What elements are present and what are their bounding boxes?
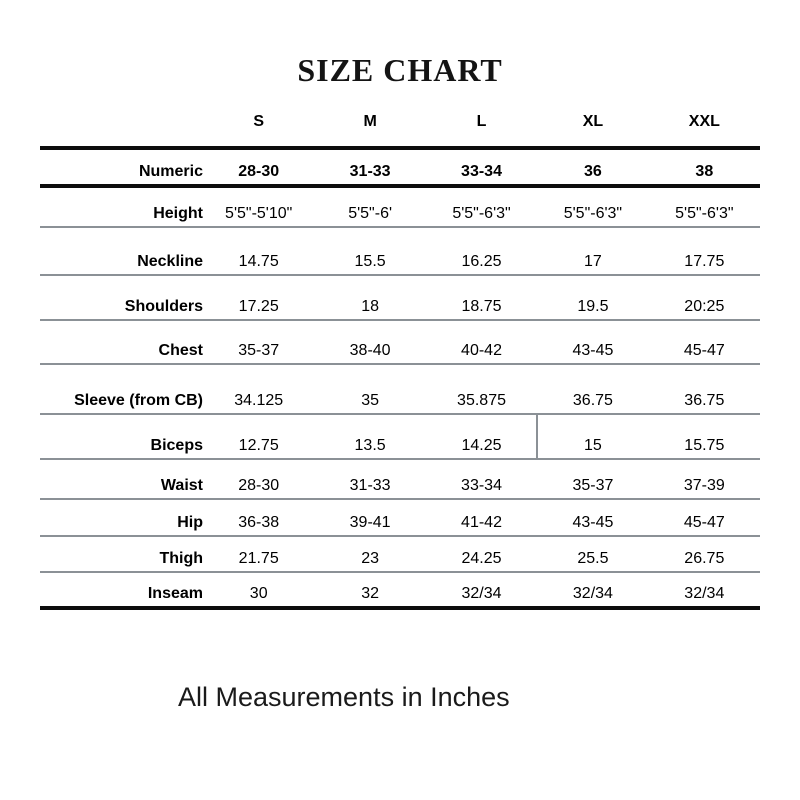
cell-biceps-xl: 15 (584, 437, 602, 455)
cell-thigh-m: 23 (361, 550, 379, 568)
cell-sleeve-from-cb-l: 35.875 (457, 392, 506, 410)
cell-thigh-l: 24.25 (461, 550, 502, 568)
cell-numeric-xxl: 38 (695, 163, 714, 181)
table-row-waist: Waist 28-30 31-33 33-34 35-37 37-39 (40, 460, 760, 500)
cell-waist-l: 33-34 (461, 477, 502, 495)
row-label-biceps: Biceps (150, 437, 203, 455)
cell-waist-s: 28-30 (238, 477, 280, 495)
table-row-height: Height 5'5"-5'10" 5'5"-6' 5'5"-6'3" 5'5"-6'3… (40, 188, 760, 228)
cell-height-m: 5'5"-6' (348, 205, 393, 223)
cell-shoulders-xl: 19.5 (577, 298, 609, 316)
cell-shoulders-xxl: 20:25 (684, 298, 725, 316)
row-label-hip: Hip (177, 514, 203, 532)
table-row-biceps: Biceps 12.75 13.5 14.25 15 15.75 (40, 415, 760, 460)
cell-biceps-s: 12.75 (238, 437, 279, 455)
cell-thigh-s: 21.75 (238, 550, 279, 568)
cell-sleeve-from-cb-xxl: 36.75 (684, 392, 725, 410)
cell-hip-xl: 43-45 (572, 514, 614, 532)
table-row-shoulders: Shoulders 17.25 18 18.75 19.5 20:25 (40, 276, 760, 321)
cell-chest-m: 38-40 (349, 342, 391, 360)
row-label-neckline: Neckline (137, 253, 203, 271)
cell-inseam-m: 32 (361, 585, 379, 603)
cell-waist-m: 31-33 (349, 477, 391, 495)
row-label-waist: Waist (160, 477, 203, 495)
cell-hip-s: 36-38 (238, 514, 280, 532)
cell-neckline-m: 15.5 (354, 253, 386, 271)
table-row-sleeve-from-cb: Sleeve (from CB) 34.125 35 35.875 36.75 36.75 (40, 365, 760, 415)
table-body: Numeric 28-30 31-33 33-34 36 38 Height 5'5"-5'1… (40, 150, 760, 610)
table-row-thigh: Thigh 21.75 23 24.25 25.5 26.75 (40, 537, 760, 573)
cell-thigh-xxl: 26.75 (684, 550, 725, 568)
stray-cell-border-line (536, 415, 538, 460)
cell-chest-xxl: 45-47 (683, 342, 725, 360)
size-column-header-s: S (253, 113, 265, 131)
row-label-chest: Chest (158, 342, 203, 360)
cell-chest-xl: 43-45 (572, 342, 614, 360)
cell-height-xl: 5'5"-6'3" (563, 205, 623, 223)
cell-shoulders-m: 18 (361, 298, 379, 316)
size-column-header-l: L (476, 113, 487, 131)
size-column-header-xl: XL (582, 113, 604, 131)
cell-thigh-xl: 25.5 (577, 550, 609, 568)
table-row-numeric: Numeric 28-30 31-33 33-34 36 38 (40, 150, 760, 188)
cell-inseam-s: 30 (249, 585, 268, 603)
cell-height-l: 5'5"-6'3" (452, 205, 511, 223)
row-label-inseam: Inseam (147, 585, 203, 603)
cell-sleeve-from-cb-xl: 36.75 (572, 392, 613, 410)
cell-height-s: 5'5"-5'10" (225, 205, 293, 223)
cell-inseam-l: 32/34 (461, 585, 502, 603)
cell-numeric-l: 33-34 (461, 163, 502, 181)
cell-waist-xxl: 37-39 (683, 477, 725, 495)
cell-numeric-xl: 36 (584, 163, 602, 181)
size-header-row: S M L XL XXL (40, 104, 760, 150)
cell-hip-m: 39-41 (349, 514, 391, 532)
row-label-sleeve-from-cb: Sleeve (from CB) (74, 392, 203, 410)
header-spacer (40, 143, 203, 146)
cell-inseam-xxl: 32/34 (684, 585, 725, 603)
row-label-shoulders: Shoulders (124, 298, 203, 316)
cell-shoulders-l: 18.75 (461, 298, 502, 316)
cell-neckline-xl: 17 (584, 253, 602, 271)
cell-neckline-xxl: 17.75 (684, 253, 725, 271)
cell-shoulders-s: 17.25 (238, 298, 279, 316)
cell-neckline-l: 16.25 (461, 253, 502, 271)
row-label-numeric: Numeric (138, 163, 203, 181)
cell-height-xxl: 5'5"-6'3" (675, 205, 734, 223)
measurements-unit-note: All Measurements in Inches (178, 682, 510, 712)
size-chart-table: S M L XL XXL Numeric 28-30 31-33 33-34 36 38 Heigh… (40, 104, 760, 610)
table-row-hip: Hip 36-38 39-41 41-42 43-45 45-47 (40, 500, 760, 537)
row-label-height: Height (153, 205, 203, 223)
cell-biceps-m: 13.5 (354, 437, 386, 455)
cell-biceps-xxl: 15.75 (684, 437, 725, 455)
cell-waist-xl: 35-37 (572, 477, 614, 495)
cell-hip-l: 41-42 (461, 514, 502, 532)
cell-sleeve-from-cb-s: 34.125 (234, 392, 284, 410)
cell-inseam-xl: 32/34 (572, 585, 613, 603)
cell-numeric-m: 31-33 (349, 163, 391, 181)
table-row-neckline: Neckline 14.75 15.5 16.25 17 17.75 (40, 228, 760, 276)
cell-sleeve-from-cb-m: 35 (361, 392, 379, 410)
cell-chest-s: 35-37 (238, 342, 280, 360)
size-column-header-xxl: XXL (688, 113, 720, 131)
table-row-chest: Chest 35-37 38-40 40-42 43-45 45-47 (40, 321, 760, 365)
cell-hip-xxl: 45-47 (683, 514, 725, 532)
page-title: SIZE CHART (297, 52, 503, 88)
size-column-header-m: M (363, 113, 377, 131)
cell-neckline-s: 14.75 (238, 253, 279, 271)
cell-biceps-l: 14.25 (461, 437, 502, 455)
row-label-thigh: Thigh (159, 550, 203, 568)
cell-numeric-s: 28-30 (238, 163, 280, 181)
cell-chest-l: 40-42 (461, 342, 502, 360)
table-row-inseam: Inseam 30 32 32/34 32/34 32/34 (40, 573, 760, 610)
